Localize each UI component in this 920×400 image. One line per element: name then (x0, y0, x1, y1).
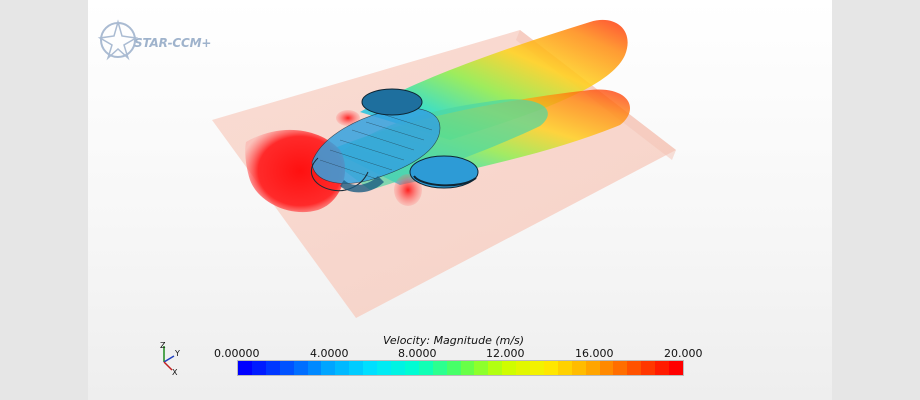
colorbar-segment (502, 361, 517, 375)
colorbar-segment (377, 361, 391, 375)
colorbar-segment (599, 361, 614, 375)
colorbar-segment (238, 361, 252, 375)
colorbar-segment (543, 361, 558, 375)
colorbar-segment (460, 361, 475, 375)
legend-tick-1: 4.0000 (310, 347, 349, 360)
legend-tick-2: 8.0000 (398, 347, 437, 360)
wheel-front-left (340, 176, 384, 193)
wake-blob-top (336, 110, 360, 126)
vehicle-mesh (319, 113, 433, 181)
colorbar-segment (474, 361, 489, 375)
colorbar-segment (251, 361, 266, 375)
colorbar-segment (627, 361, 642, 375)
colorbar-segment (293, 361, 308, 375)
legend-tick-0: 0.00000 (214, 347, 260, 360)
velocity-plume-upper (360, 19, 628, 141)
legend-tick-3: 12.000 (486, 347, 525, 360)
colorbar-segment (585, 361, 600, 375)
legend-tick-5: 20.000 (664, 347, 703, 360)
colorbar-segment (349, 361, 364, 375)
colorbar-segment (446, 361, 461, 375)
colorbar-segment (516, 361, 531, 375)
colorbar-segment (530, 361, 544, 375)
legend-tick-4: 16.000 (575, 347, 614, 360)
colorbar-segment (390, 361, 405, 375)
wheel-front-right (409, 155, 479, 189)
colorbar-segment (669, 361, 683, 375)
colorbar-segment (279, 361, 294, 375)
logo-text: STAR-CCM+ (134, 36, 212, 50)
axis-y-label: Y (174, 349, 180, 358)
colorbar-segment (321, 361, 336, 375)
colorbar-segment (655, 361, 670, 375)
wake-blob-left (394, 174, 422, 206)
colorbar-segment (418, 361, 433, 375)
colorbar-segment (488, 361, 503, 375)
colorbar-segment (641, 361, 656, 375)
vehicle-nose-outline (310, 157, 369, 192)
colorbar-segment (363, 361, 378, 375)
vehicle-body (311, 107, 441, 184)
colorbar-segment (265, 361, 280, 375)
axes-triad[interactable]: Z Y X (150, 342, 190, 378)
colorbar-segment (571, 361, 586, 375)
colorbar-segment (307, 361, 322, 375)
legend-title: Velocity: Magnitude (m/s) (383, 334, 525, 347)
colorbar-segment (557, 361, 572, 375)
axis-x-label: X (172, 368, 178, 377)
legend-colorbar (237, 360, 684, 376)
wheel-rear-left (361, 88, 423, 116)
axis-z-label: Z (160, 342, 166, 350)
colorbar-segment (613, 361, 628, 375)
colorbar-segment (404, 361, 419, 375)
colorbar-segment (335, 361, 350, 375)
star-ccm-logo (97, 19, 139, 61)
colorbar-segment (432, 361, 447, 375)
